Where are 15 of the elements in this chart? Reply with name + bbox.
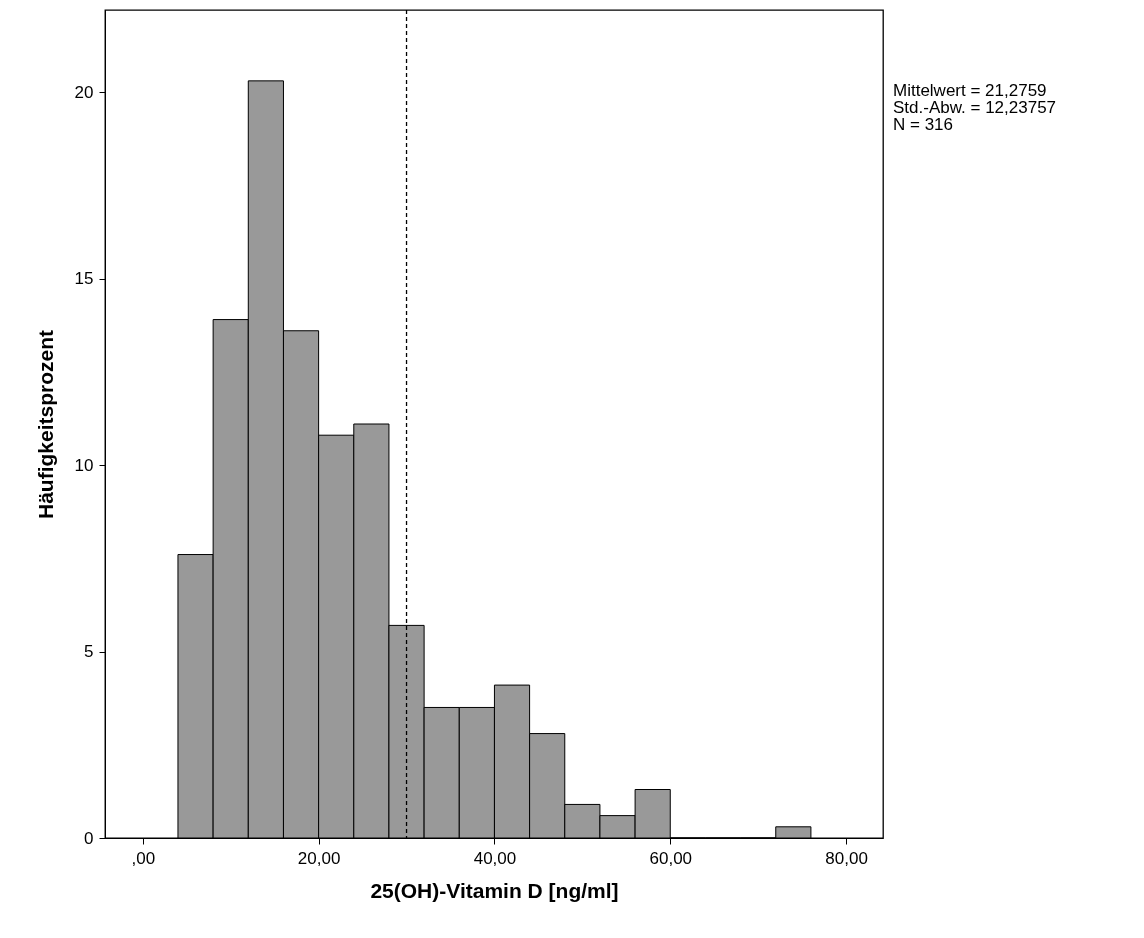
y-tick-label: 10 — [74, 455, 94, 475]
x-tick-label: 40,00 — [473, 848, 517, 868]
y-tick-label: 20 — [74, 82, 94, 102]
x-tick-label: ,00 — [131, 848, 156, 868]
x-tick-label: 60,00 — [649, 848, 693, 868]
text: N = 316 — [893, 115, 954, 134]
x-tick-label: 80,00 — [825, 848, 868, 868]
x-tick-label: 20,00 — [297, 848, 341, 868]
text: Mittelwert = 21,2759 — [893, 81, 1048, 100]
text: Std.-Abw. = 12,23757 — [893, 98, 1057, 117]
y-tick-label: 5 — [84, 642, 94, 662]
x-axis-title: 25(OH)-Vitamin D [ng/ml] — [370, 878, 619, 902]
y-tick-label: 0 — [84, 828, 94, 848]
y-axis-title: Häufigkeitsprozent — [33, 329, 57, 520]
y-tick-label: 15 — [74, 269, 94, 289]
